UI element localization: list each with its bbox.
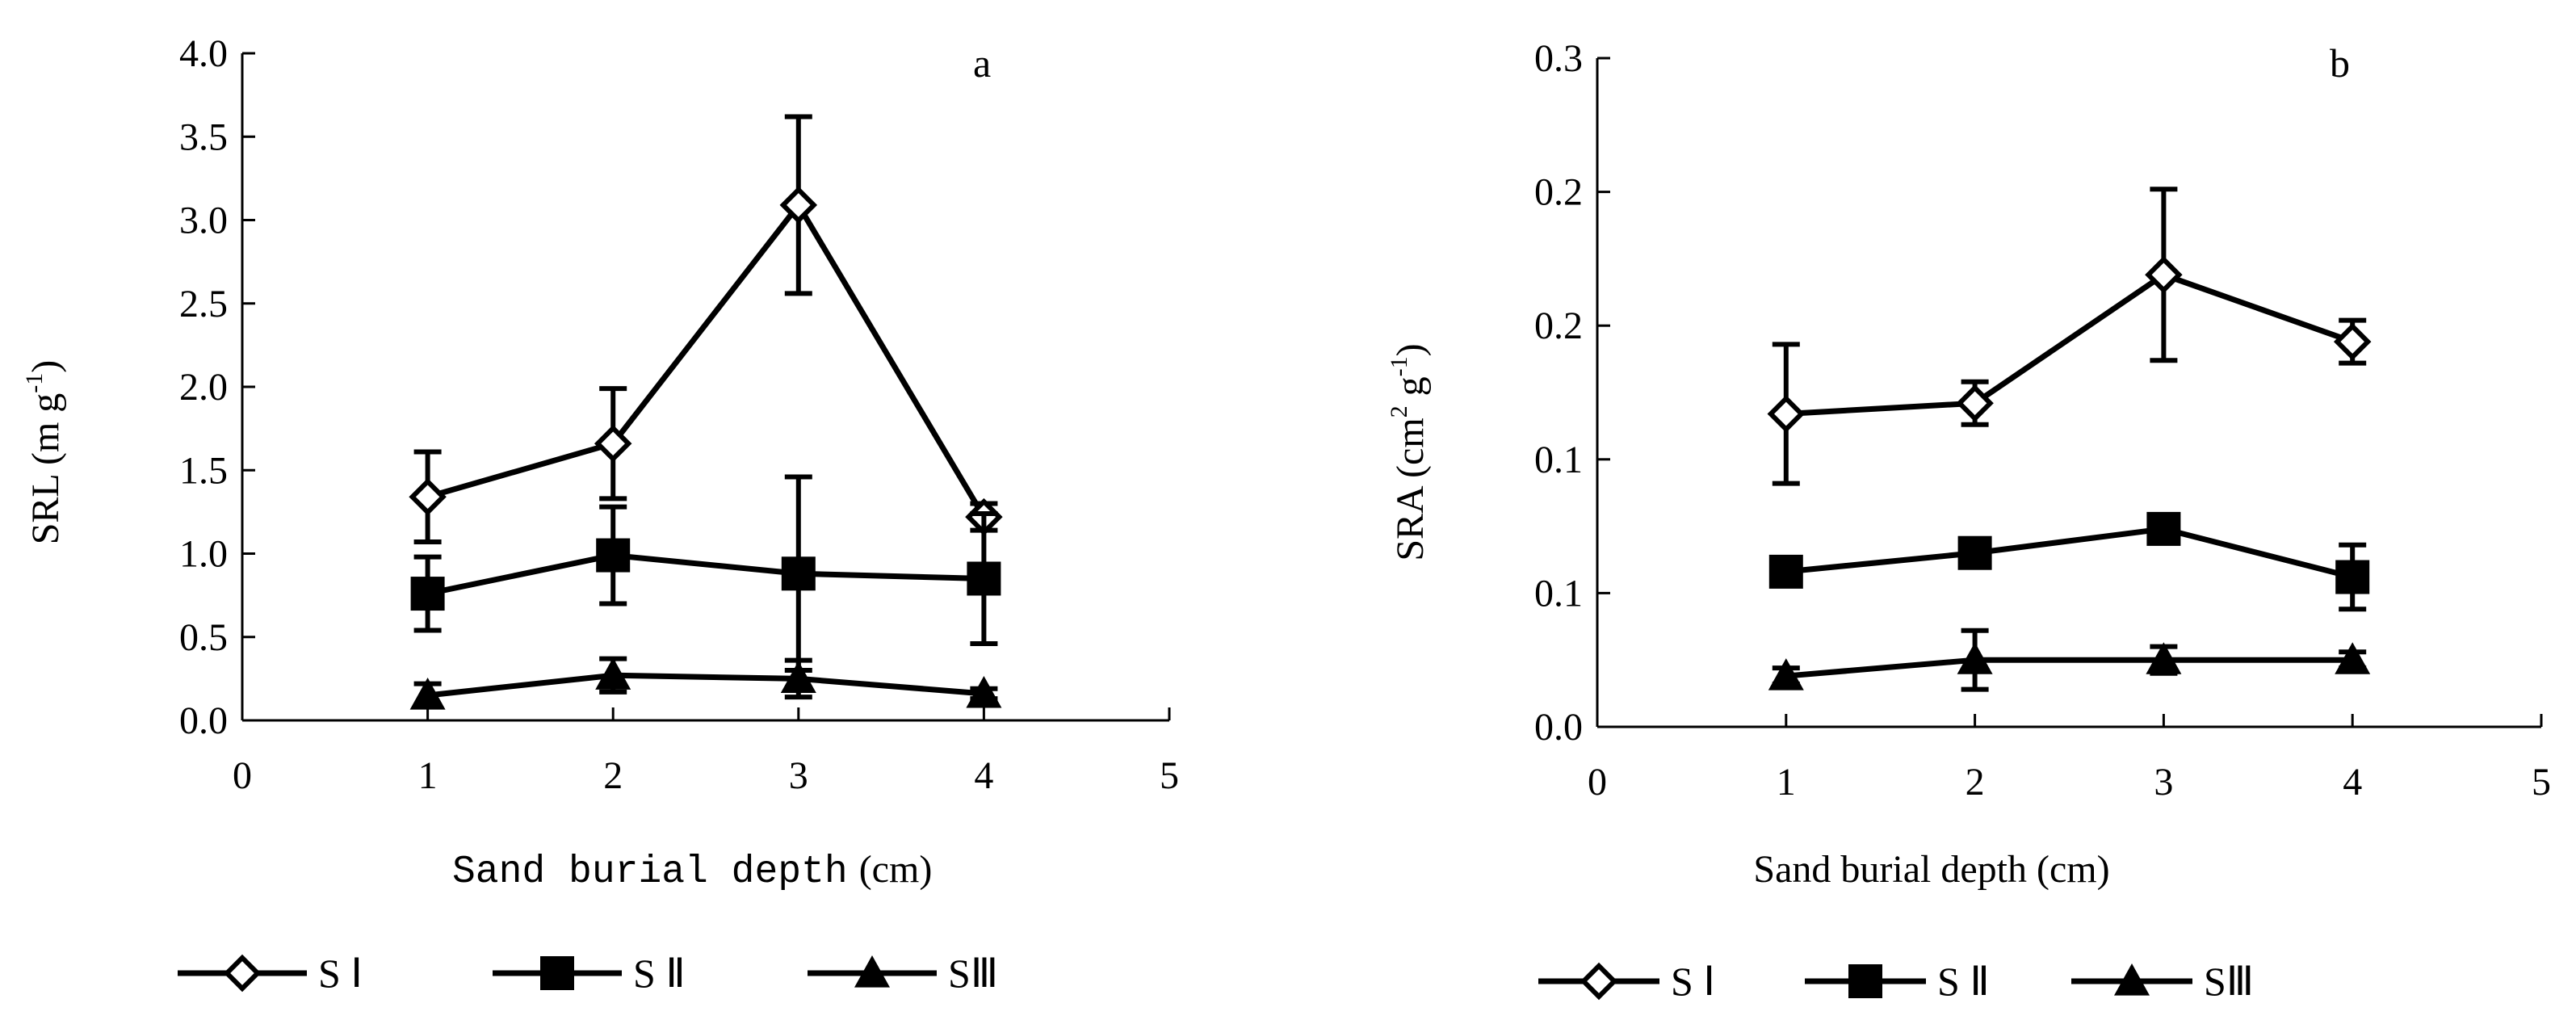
panel-b-diamond-marker [1956,384,1994,422]
panel-b-y-tick-label: 0.3 [1534,37,1583,80]
panel-a-triangle-marker [780,661,816,693]
panel-a-y-tick-label: 1.5 [179,449,228,492]
panel-a-y-tick-label: 1.0 [179,533,228,576]
panel-a-axes: 0.0 0.5 1.0 1.5 2.0 2.5 3.0 3.5 4.0 0 1 2 3 4 5 [179,32,1179,797]
panel-a-y-tick-label: 2.0 [179,366,228,409]
panel-a-legend-label-triangle: SⅢ [948,951,998,996]
panel-b-y-tick-label: 0.2 [1534,304,1583,347]
panel-b-axes: 0.0 0.1 0.1 0.2 0.2 0.3 0 1 2 3 4 5 [1534,37,2551,804]
panel-b-diamond-marker [2333,322,2372,361]
panel-b-y-tick-label: 0.1 [1534,439,1583,481]
panel-a-legend: S Ⅰ S Ⅱ SⅢ [178,951,998,996]
panel-b-square-marker [2335,560,2370,594]
panel-b-triangle-marker [1957,642,1993,674]
panel-b-triangle-marker [2146,642,2182,674]
panel-a-y-tick-label: 3.5 [179,115,228,158]
panel-b-legend-label-diamond: S Ⅰ [1671,959,1715,1004]
panel-a-x-tick-label: 2 [603,754,623,797]
panel-a-label: a [973,40,991,86]
panel-a-square-marker [967,561,1001,596]
panel-b-series [1767,187,2372,692]
panel-b-legend-marker-square [1848,964,1882,998]
panel-b-label: b [2330,40,2350,86]
panel-b-x-tick-label: 3 [2154,761,2173,804]
panel-a-triangle-marker [966,675,1002,708]
panel-a-triangle-marker [409,678,446,710]
panel-a-triangle-marker [595,657,631,690]
panel-b-series-line-triangle [1785,657,2353,679]
panel-b-y-tick-label: 0.1 [1534,572,1583,615]
panel-b-triangle-marker [1768,658,1804,690]
panel-a-legend-label-diamond: S Ⅰ [318,951,363,996]
panel-b-legend-marker-triangle [2114,963,2150,996]
panel-a-square-marker [410,577,445,611]
panel-b-legend-label-square: S Ⅱ [1937,959,1990,1004]
panel-b-y-axis-title: SRA (cm2 g-1) [1386,343,1432,560]
panel-b-triangle-marker [2335,642,2371,674]
panel-a-x-tick-label: 4 [974,754,993,797]
panel-b-x-tick-label: 5 [2532,761,2551,804]
panel-a-y-tick-label: 0.5 [179,616,228,659]
panel-a-series [409,114,1003,710]
panel-b-x-tick-label: 1 [1777,761,1796,804]
panel-b-x-tick-label: 0 [1588,761,1607,804]
panel-a-series-line-diamond [426,199,987,518]
panel-a-y-tick-label: 3.0 [179,199,228,242]
panel-a-legend-marker-square [540,956,574,990]
panel-a-y-tick-label: 0.0 [179,699,228,742]
panel-a-diamond-marker [409,478,447,516]
panel-b-square-marker [2146,511,2181,546]
panel-b-y-tick-label: 0.0 [1534,706,1583,749]
panel-a-series-line-triangle [427,672,984,699]
panel-b-legend-marker-diamond [1580,962,1618,1001]
panel-a-legend-marker-triangle [854,955,890,988]
panel-a-x-tick-label: 3 [789,754,808,797]
panel-a-y-axis-title: SRL (m g-1) [21,360,67,545]
panel-b-square-marker [1957,535,1992,570]
panel-a-y-tick-label: 4.0 [179,32,228,75]
panel-a-x-axis-title: Sand burial depth (cm) [452,848,932,894]
panel-b-legend: S Ⅰ S Ⅱ SⅢ [1538,959,2254,1004]
panel-b-x-tick-label: 4 [2343,761,2362,804]
panel-a-square-marker [781,556,816,591]
panel-b-diamond-marker [1767,395,1806,433]
panel-a-x-tick-label: 5 [1160,754,1179,797]
panel-a-diamond-marker [779,186,818,225]
panel-b: 0.0 0.1 0.1 0.2 0.2 0.3 0 1 2 3 4 5 b Sand burial d… [1386,37,2551,891]
panel-a-x-tick-label: 0 [233,754,252,797]
panel-a-square-marker [596,538,631,573]
panel-b-y-tick-label: 0.2 [1534,171,1583,214]
panel-a-diamond-marker [594,424,632,463]
panel-a-series-line-square [426,552,984,597]
panel-a: 0.0 0.5 1.0 1.5 2.0 2.5 3.0 3.5 4.0 0 1 2 3 4 5 a Sand… [21,32,1179,894]
panel-b-x-tick-label: 2 [1966,761,1985,804]
panel-b-x-axis-title: Sand burial depth (cm) [1753,848,2109,891]
panel-a-x-tick-label: 1 [418,754,438,797]
panel-b-series-line-square [1785,526,2354,580]
panel-a-y-tick-label: 2.5 [179,283,228,325]
panel-b-diamond-marker [2145,256,2183,294]
panel-a-legend-marker-diamond [223,954,262,993]
panel-b-series-line-diamond [1785,271,2354,417]
panel-b-square-marker [1768,554,1803,589]
panel-b-legend-label-triangle: SⅢ [2204,959,2254,1004]
panel-a-legend-label-square: S Ⅱ [633,951,686,996]
